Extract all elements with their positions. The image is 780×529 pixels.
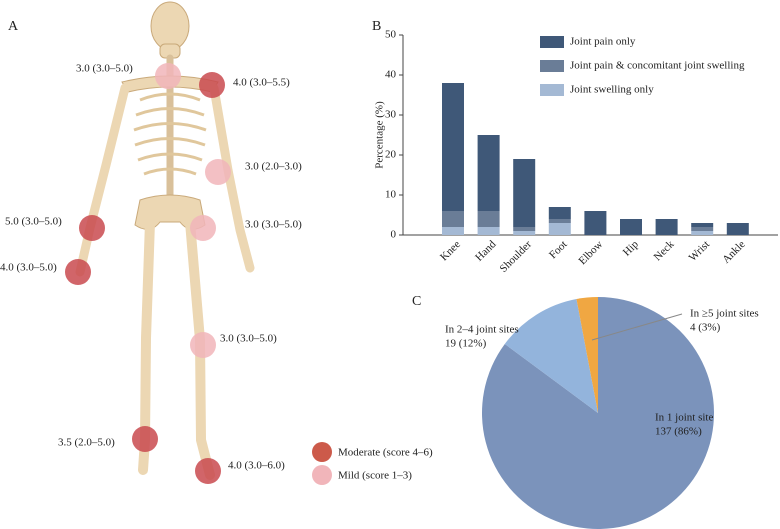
panel-label: C (412, 294, 421, 309)
x-tick-label: Ankle (720, 238, 748, 266)
bar-segment (691, 227, 714, 231)
bar-segment (655, 219, 678, 235)
legend-swatch (540, 84, 564, 96)
x-tick-label: Knee (438, 238, 463, 263)
bar-segment (442, 83, 464, 211)
bar-segment (442, 211, 464, 227)
joint-label: 3.5 (2.0–5.0) (58, 437, 115, 449)
bar-segment (726, 223, 749, 235)
legend-swatch (312, 465, 332, 485)
joint-label: 3.0 (3.0–5.0) (76, 63, 133, 75)
y-axis-title: Percentage (%) (374, 101, 386, 169)
y-tick-label: 40 (385, 69, 397, 81)
legend-swatch (540, 36, 564, 48)
bar-segment (548, 223, 571, 235)
bar-segment (513, 159, 536, 227)
joint-label: 3.0 (3.0–5.0) (245, 219, 302, 231)
joint-marker (65, 259, 91, 285)
x-tick-label: Hip (621, 238, 642, 259)
joint-label: 4.0 (3.0–5.5) (233, 77, 290, 89)
joint-marker (190, 332, 216, 358)
joint-marker (79, 215, 105, 241)
bar-segment (513, 231, 536, 235)
slice-value-label: 137 (86%) (655, 426, 702, 438)
legend-label: Joint pain & concomitant joint swelling (570, 60, 745, 72)
legend-swatch (540, 60, 564, 72)
joint-marker (205, 159, 231, 185)
panel-label: B (372, 19, 381, 34)
panel-label: A (8, 19, 19, 34)
y-tick-label: 30 (385, 109, 397, 121)
bar-segment (513, 227, 536, 231)
skeleton-illustration (75, 1, 255, 480)
bar-segment (584, 211, 607, 235)
slice-value-label: 4 (3%) (690, 322, 721, 334)
joint-label: 4.0 (3.0–6.0) (228, 460, 285, 472)
x-tick-label: Wrist (687, 238, 712, 263)
bar-segment (548, 219, 571, 223)
y-tick-label: 10 (385, 189, 397, 201)
legend-label: Mild (score 1–3) (338, 470, 412, 482)
joint-label: 4.0 (3.0–5.0) (0, 262, 57, 274)
bar-segment (477, 227, 500, 235)
joint-marker (199, 72, 225, 98)
slice-label: In 1 joint site (655, 412, 713, 424)
slice-label: In ≥5 joint sites (690, 308, 759, 320)
slice-value-label: 19 (12%) (445, 338, 487, 350)
joint-label: 3.0 (3.0–5.0) (220, 333, 277, 345)
bar-segment (442, 227, 464, 235)
x-tick-label: Neck (652, 238, 677, 263)
legend-label: Moderate (score 4–6) (338, 447, 433, 459)
leader-line (591, 313, 683, 341)
bar-segment (548, 207, 571, 219)
pie-slice (576, 297, 598, 413)
x-tick-label: Foot (547, 238, 570, 261)
slice-label: In 2–4 joint sites (445, 324, 519, 336)
bar-segment (691, 223, 714, 227)
x-tick-label: Shoulder (498, 238, 535, 275)
joint-marker (190, 215, 216, 241)
y-tick-label: 0 (391, 229, 397, 241)
x-tick-label: Hand (473, 238, 499, 264)
y-tick-label: 20 (385, 149, 397, 161)
y-tick-label: 50 (385, 29, 397, 41)
pie-slice (504, 299, 598, 413)
legend-label: Joint pain only (570, 36, 636, 48)
bar-segment (620, 219, 642, 235)
legend-swatch (312, 442, 332, 462)
legend-label: Joint swelling only (570, 84, 654, 96)
bar-segment (691, 231, 714, 235)
x-tick-label: Elbow (577, 238, 606, 267)
joint-label: 5.0 (3.0–5.0) (5, 216, 62, 228)
joint-label: 3.0 (2.0–3.0) (245, 161, 302, 173)
bar-segment (477, 211, 500, 227)
joint-marker (132, 426, 158, 452)
bar-segment (477, 135, 500, 211)
joint-marker (155, 63, 181, 89)
joint-marker (195, 458, 221, 484)
